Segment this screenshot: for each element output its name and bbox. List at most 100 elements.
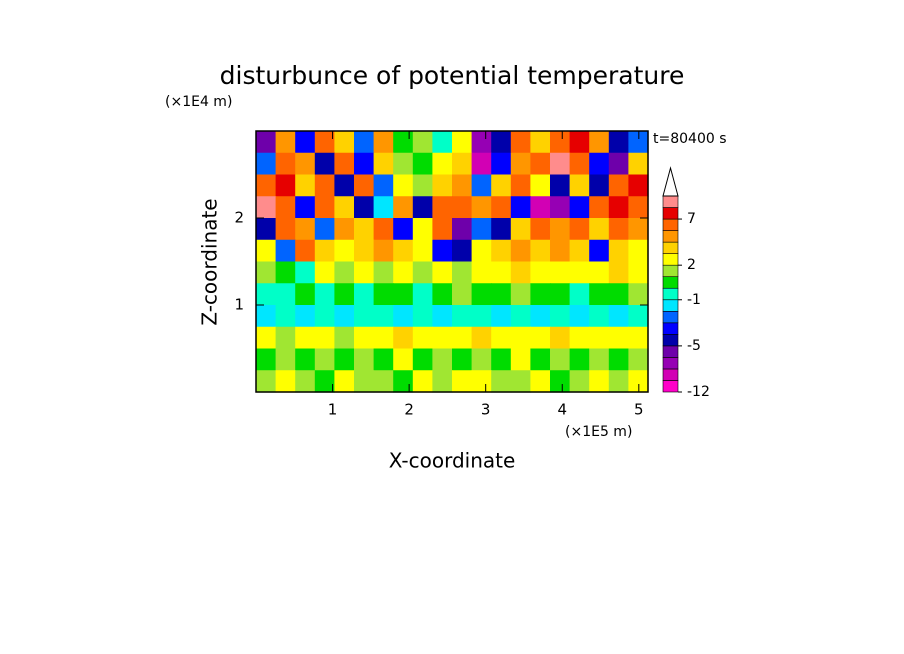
- field-cell: [471, 152, 492, 176]
- field-cell: [550, 261, 571, 284]
- field-cell: [510, 131, 531, 154]
- field-cell: [530, 261, 551, 284]
- field-cell: [530, 283, 551, 306]
- field-cell: [256, 218, 277, 241]
- field-cell: [373, 131, 394, 154]
- field-cell: [510, 239, 531, 263]
- field-cell: [295, 326, 316, 350]
- field-cell: [412, 348, 433, 371]
- field-cell: [314, 239, 335, 263]
- field-cell: [608, 348, 629, 371]
- colorbar-segment: [662, 334, 679, 347]
- field-cell: [354, 239, 375, 263]
- field-cell: [295, 239, 316, 263]
- field-cell: [530, 326, 551, 350]
- field-cell: [275, 326, 296, 350]
- field-cell: [354, 326, 375, 350]
- field-cell: [295, 283, 316, 306]
- field-cell: [373, 218, 394, 241]
- field-cell: [275, 239, 296, 263]
- field-cell: [256, 152, 277, 176]
- colorbar-segment: [662, 276, 679, 289]
- field-cell: [314, 174, 335, 197]
- field-cell: [412, 131, 433, 154]
- field-cell: [628, 283, 649, 306]
- colorbar-segment: [662, 207, 679, 220]
- field-cell: [354, 218, 375, 241]
- field-cell: [550, 283, 571, 306]
- colorbar-segment: [662, 241, 679, 254]
- field-cell: [471, 348, 492, 371]
- colorbar-segment: [662, 345, 679, 358]
- field-cell: [452, 196, 473, 219]
- field-cell: [334, 218, 355, 241]
- field-cell: [354, 174, 375, 197]
- field-cell: [510, 218, 531, 241]
- field-cell: [275, 348, 296, 371]
- field-cell: [256, 283, 277, 306]
- field-cell: [550, 218, 571, 241]
- field-cell: [589, 174, 610, 197]
- field-cell: [491, 326, 512, 350]
- field-cell: [412, 370, 433, 393]
- y-unit: (×1E4 m): [165, 94, 232, 110]
- field-cell: [550, 131, 571, 154]
- field-cell: [295, 305, 316, 328]
- field-cell: [373, 283, 394, 306]
- field-cell: [608, 261, 629, 284]
- field-cell: [354, 283, 375, 306]
- colorbar-segment: [662, 299, 679, 312]
- field-cell: [393, 131, 414, 154]
- field-cell: [373, 152, 394, 176]
- field-cell: [334, 305, 355, 328]
- field-cell: [569, 152, 590, 176]
- field-cell: [471, 239, 492, 263]
- field-cell: [471, 326, 492, 350]
- field-cell: [452, 326, 473, 350]
- field-cell: [373, 261, 394, 284]
- field-cell: [452, 152, 473, 176]
- field-cell: [334, 348, 355, 371]
- field-cell: [412, 261, 433, 284]
- field-cell: [550, 239, 571, 263]
- field-cell: [628, 239, 649, 263]
- field-cell: [393, 239, 414, 263]
- colorbar-tick-label: 2: [687, 257, 696, 273]
- field-cell: [452, 218, 473, 241]
- field-cell: [373, 196, 394, 219]
- x-tick-label: 1: [328, 401, 338, 419]
- field-cell: [432, 283, 453, 306]
- field-cell: [471, 261, 492, 284]
- field-cell: [334, 131, 355, 154]
- field-cell: [334, 283, 355, 306]
- field-cell: [589, 261, 610, 284]
- field-cell: [530, 370, 551, 393]
- field-cell: [334, 261, 355, 284]
- field-cell: [412, 152, 433, 176]
- field-cell: [373, 326, 394, 350]
- field-cell: [569, 261, 590, 284]
- field-cell: [569, 218, 590, 241]
- field-cell: [412, 305, 433, 328]
- field-cell: [354, 348, 375, 371]
- field-cell: [530, 305, 551, 328]
- field-cell: [314, 348, 335, 371]
- field-cell: [432, 370, 453, 393]
- field-cell: [530, 131, 551, 154]
- field-cell: [256, 305, 277, 328]
- field-cell: [334, 239, 355, 263]
- field-cell: [530, 174, 551, 197]
- field-cell: [589, 348, 610, 371]
- field-cell: [275, 305, 296, 328]
- field-cell: [569, 326, 590, 350]
- colorbar-segment: [662, 310, 679, 324]
- field-cell: [608, 239, 629, 263]
- field-cell: [569, 196, 590, 219]
- field-cell: [510, 326, 531, 350]
- field-cell: [295, 152, 316, 176]
- field-cell: [295, 174, 316, 197]
- field-cell: [510, 348, 531, 371]
- field-cell: [373, 174, 394, 197]
- field-cell: [628, 326, 649, 350]
